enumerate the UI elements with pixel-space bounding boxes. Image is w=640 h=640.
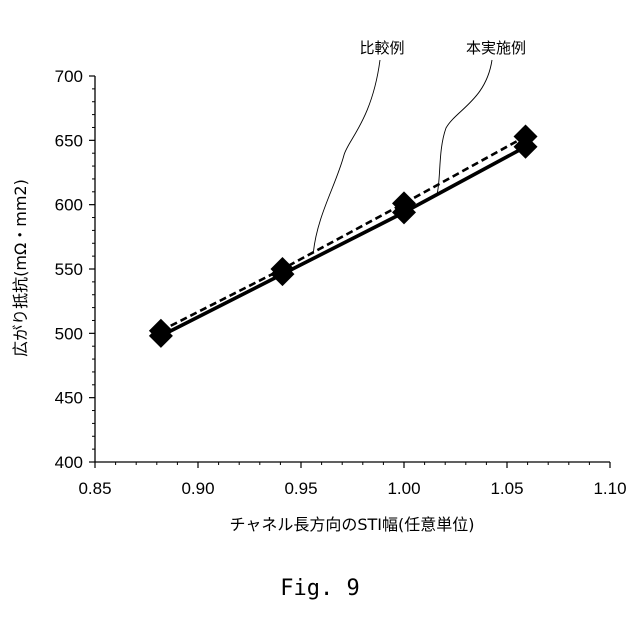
x-tick-label: 0.95 [284,479,317,498]
y-tick-label: 600 [55,196,83,215]
x-tick-label: 0.85 [78,479,111,498]
x-axis-title: チャネル長方向のSTI幅(任意単位) [230,515,475,534]
figure-caption: Fig. 9 [0,576,640,601]
series-line-comparative [161,136,526,330]
x-tick-label: 1.00 [387,479,420,498]
annotation-comparative: 比較例 [359,39,404,57]
y-tick-label: 400 [55,453,83,472]
leader-line-embodiment [437,60,492,194]
series-line-embodiment [161,147,526,336]
y-tick-label: 650 [55,131,83,150]
x-tick-label: 1.05 [490,479,523,498]
y-tick-label: 500 [55,324,83,343]
x-tick-label: 1.10 [593,479,626,498]
y-tick-label: 550 [55,260,83,279]
y-tick-label: 700 [55,67,83,86]
axes: 400 450 500 550 600 650 700 0.85 0.90 0.95 1.00 1.0… [55,67,627,498]
x-tick-label: 0.90 [181,479,214,498]
annotation-embodiment: 本実施例 [466,39,526,57]
annotations: 比較例 本実施例 [313,39,526,252]
chart: 400 450 500 550 600 650 700 0.85 0.90 0.95 1.00 1.0… [0,0,640,570]
leader-line-comparative [313,60,380,252]
y-axis-title: 広がり抵抗(mΩ・mm2) [11,179,30,357]
y-tick-label: 450 [55,389,83,408]
